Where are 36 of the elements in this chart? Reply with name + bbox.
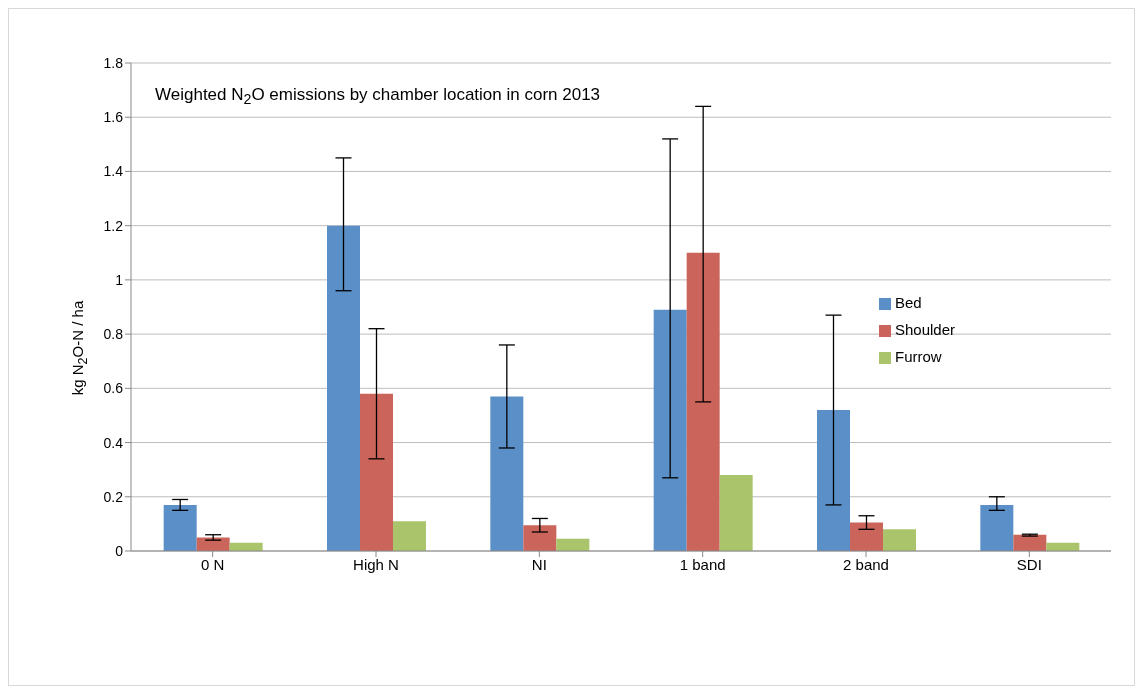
bar: [393, 521, 426, 551]
y-tick-label: 0.8: [103, 326, 124, 343]
bar: [883, 529, 916, 551]
y-tick-label: 0: [115, 542, 124, 559]
y-tick-label: 1.4: [103, 163, 124, 180]
bar: [523, 525, 557, 551]
legend-label: Furrow: [895, 348, 942, 365]
y-tick-label: 0.6: [103, 380, 124, 397]
y-tick-label: 1.2: [103, 217, 124, 234]
bar: [490, 396, 524, 551]
bar: [163, 504, 197, 551]
bar: [719, 475, 753, 551]
bar: [1013, 534, 1047, 551]
bar: [686, 252, 720, 551]
legend-label: Bed: [895, 294, 922, 311]
x-tick-label: 2 band: [843, 555, 889, 573]
y-tick-label: 0.2: [103, 488, 124, 505]
y-tick-label: 0.4: [103, 434, 124, 451]
bar: [360, 393, 393, 551]
bar: [556, 538, 590, 551]
bar: [980, 504, 1014, 551]
x-tick-label: 0 N: [200, 555, 225, 573]
legend-label: Shoulder: [895, 321, 956, 338]
bar: [196, 537, 230, 551]
y-tick-label: 1.8: [103, 54, 124, 71]
x-tick-label: SDI: [1016, 555, 1042, 573]
bar: [653, 309, 687, 551]
y-tick-label: 1.6: [103, 109, 124, 126]
y-tick-label: 1: [115, 271, 124, 288]
bar: [327, 225, 360, 551]
x-tick-label: 1 band: [679, 555, 726, 573]
text: Weighted N$_{2}$O emissions by chamber location in corn 2013: [155, 85, 601, 108]
bar: [850, 522, 883, 551]
x-tick-label: High N: [353, 555, 399, 573]
x-tick-label: NI: [531, 555, 547, 573]
bar: [817, 410, 850, 551]
